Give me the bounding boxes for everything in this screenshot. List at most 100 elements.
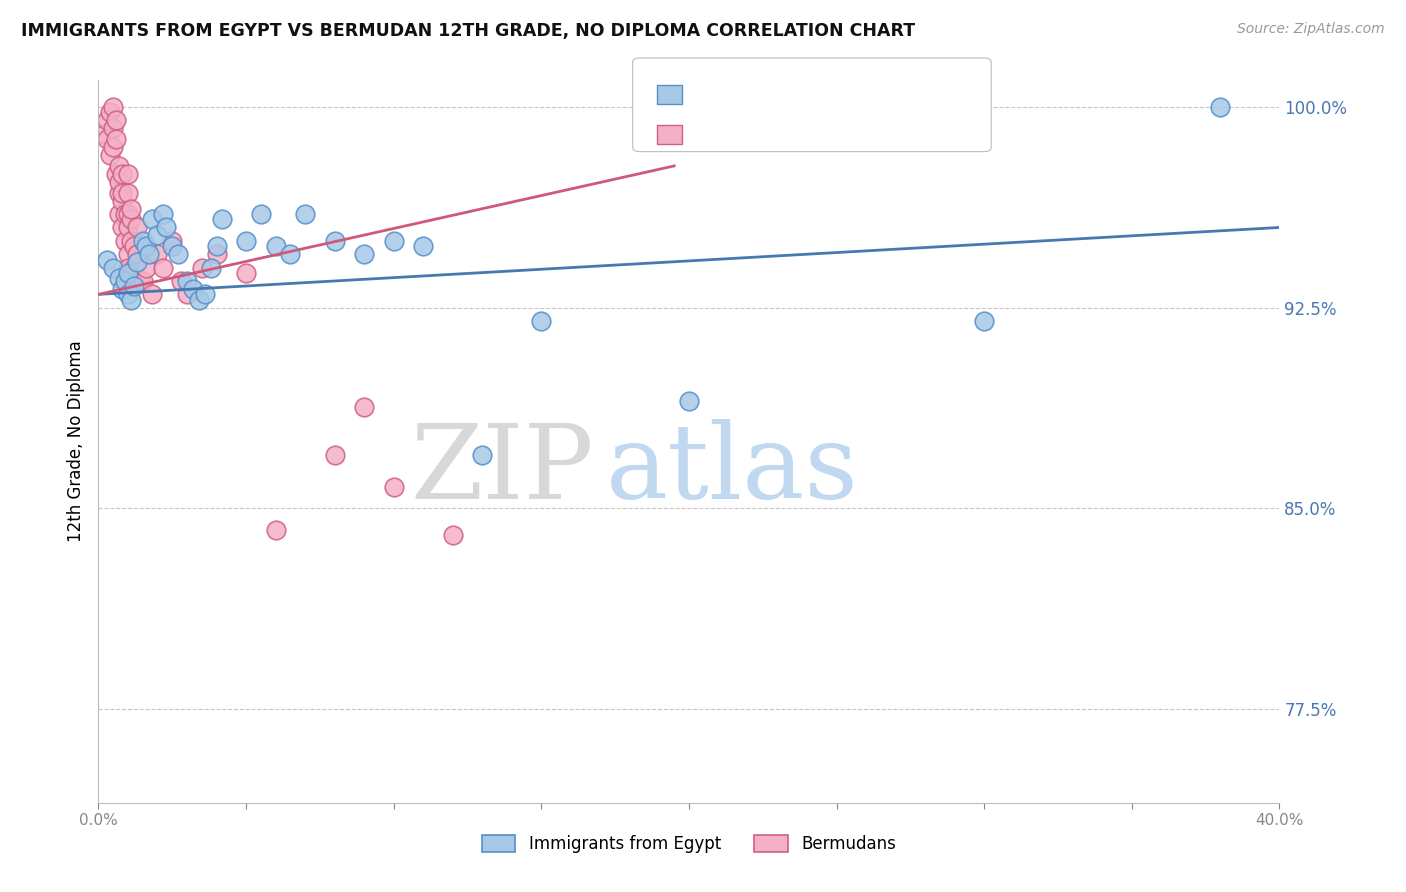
- Point: [114, 234, 136, 248]
- Text: IMMIGRANTS FROM EGYPT VS BERMUDAN 12TH GRADE, NO DIPLOMA CORRELATION CHART: IMMIGRANTS FROM EGYPT VS BERMUDAN 12TH G…: [21, 22, 915, 40]
- Point: [235, 234, 257, 248]
- Point: [117, 287, 139, 301]
- Point: [141, 287, 163, 301]
- Point: [105, 113, 128, 128]
- Point: [120, 212, 142, 227]
- Point: [353, 247, 375, 261]
- Point: [125, 255, 148, 269]
- Point: [96, 113, 118, 128]
- Point: [117, 247, 139, 261]
- Point: [152, 207, 174, 221]
- Point: [114, 207, 136, 221]
- Text: 40: 40: [827, 86, 852, 103]
- Point: [135, 260, 157, 275]
- Point: [122, 260, 145, 275]
- Text: ZIP: ZIP: [411, 419, 595, 522]
- Point: [146, 228, 169, 243]
- Point: [294, 207, 316, 221]
- Point: [152, 260, 174, 275]
- Point: [235, 266, 257, 280]
- Point: [122, 239, 145, 253]
- Point: [323, 234, 346, 248]
- Point: [108, 159, 131, 173]
- Point: [120, 234, 142, 248]
- Point: [135, 239, 157, 253]
- Point: [170, 274, 193, 288]
- Text: Source: ZipAtlas.com: Source: ZipAtlas.com: [1237, 22, 1385, 37]
- Point: [187, 293, 209, 307]
- Point: [103, 100, 125, 114]
- Point: [125, 247, 148, 261]
- Text: 0.159: 0.159: [724, 86, 780, 103]
- Text: atlas: atlas: [606, 419, 859, 522]
- Point: [105, 132, 128, 146]
- Point: [973, 314, 995, 328]
- Point: [117, 260, 139, 275]
- Point: [162, 234, 183, 248]
- Text: 52: 52: [827, 126, 852, 144]
- Point: [200, 260, 222, 275]
- Point: [132, 274, 155, 288]
- Point: [162, 239, 183, 253]
- Point: [280, 247, 302, 261]
- Point: [181, 282, 204, 296]
- Point: [205, 239, 228, 253]
- Legend: Immigrants from Egypt, Bermudans: Immigrants from Egypt, Bermudans: [475, 828, 903, 860]
- Point: [155, 220, 177, 235]
- Point: [111, 194, 134, 208]
- Point: [125, 220, 148, 235]
- Point: [96, 252, 118, 267]
- Point: [98, 105, 121, 120]
- Point: [323, 448, 346, 462]
- Text: N =: N =: [794, 86, 834, 103]
- Point: [128, 274, 150, 288]
- Point: [132, 234, 155, 248]
- Text: 0.161: 0.161: [724, 126, 780, 144]
- Point: [111, 186, 134, 200]
- Point: [108, 271, 131, 285]
- Point: [167, 247, 190, 261]
- Point: [111, 167, 134, 181]
- Point: [211, 212, 233, 227]
- Point: [103, 140, 125, 154]
- Point: [108, 186, 131, 200]
- Point: [120, 293, 142, 307]
- Point: [471, 448, 494, 462]
- Point: [146, 247, 169, 261]
- Point: [117, 167, 139, 181]
- Point: [382, 234, 405, 248]
- Point: [412, 239, 434, 253]
- Point: [205, 247, 228, 261]
- Point: [530, 314, 553, 328]
- Point: [103, 260, 125, 275]
- Point: [117, 220, 139, 235]
- Y-axis label: 12th Grade, No Diploma: 12th Grade, No Diploma: [66, 341, 84, 542]
- Text: R =: R =: [693, 126, 733, 144]
- Point: [141, 212, 163, 227]
- Point: [191, 260, 214, 275]
- Point: [678, 394, 700, 409]
- Point: [382, 480, 405, 494]
- Point: [194, 287, 217, 301]
- Point: [108, 175, 131, 189]
- Point: [264, 239, 287, 253]
- Point: [114, 274, 136, 288]
- Point: [96, 132, 118, 146]
- Text: N =: N =: [794, 126, 834, 144]
- Point: [111, 282, 134, 296]
- Point: [1209, 100, 1232, 114]
- Point: [176, 274, 198, 288]
- Point: [117, 186, 139, 200]
- Point: [120, 202, 142, 216]
- Point: [105, 167, 128, 181]
- Point: [353, 400, 375, 414]
- Point: [117, 266, 139, 280]
- Text: R =: R =: [693, 86, 733, 103]
- Point: [264, 523, 287, 537]
- Point: [441, 528, 464, 542]
- Point: [138, 247, 160, 261]
- Point: [111, 220, 134, 235]
- Point: [117, 207, 139, 221]
- Point: [93, 127, 115, 141]
- Point: [176, 287, 198, 301]
